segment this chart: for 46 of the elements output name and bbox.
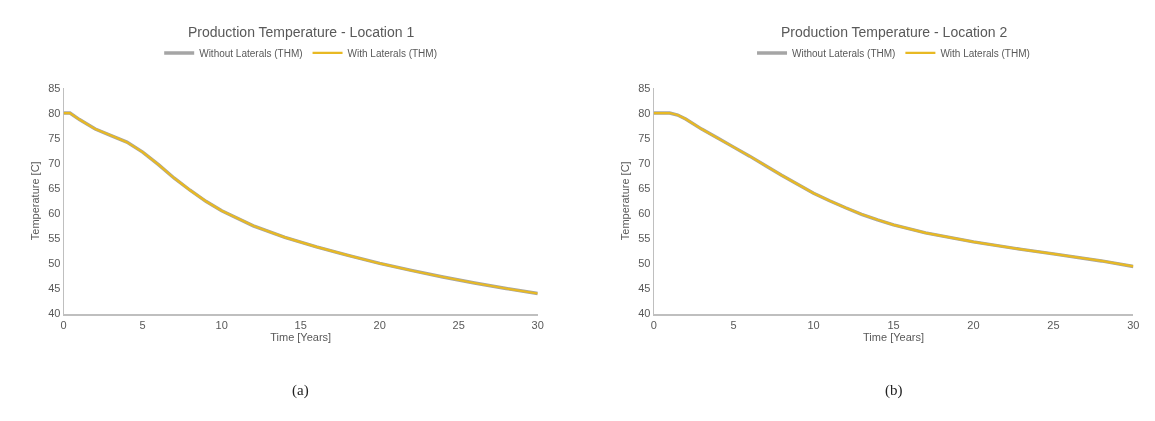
y-tick-label: 80	[638, 106, 651, 119]
x-tick-label: 10	[807, 318, 820, 331]
x-axis-title: Time [Years]	[863, 331, 924, 344]
y-tick-label: 60	[638, 207, 651, 220]
y-tick-label: 65	[638, 182, 651, 195]
x-tick-label: 30	[531, 318, 544, 331]
y-tick-label: 50	[48, 257, 61, 270]
text: (b)	[885, 382, 903, 399]
y-tick-label: 65	[48, 182, 61, 195]
legend-label: Without Laterals (THM)	[792, 47, 896, 59]
y-tick-label: 85	[48, 81, 61, 94]
legend-label: With Laterals (THM)	[347, 47, 438, 59]
y-tick-label: 75	[638, 131, 651, 144]
y-tick-label: 70	[48, 157, 61, 170]
y-axis-title: Temperature [C]	[618, 161, 631, 241]
y-axis-title: Temperature [C]	[28, 161, 41, 241]
y-tick-label: 45	[48, 282, 61, 295]
chart-title: Production Temperature - Location 2	[781, 24, 1008, 40]
chart-title: Production Temperature - Location 1	[188, 24, 415, 40]
y-tick-label: 60	[48, 207, 61, 220]
legend-label: With Laterals (THM)	[940, 47, 1030, 59]
y-tick-label: 75	[48, 131, 61, 144]
x-tick-label: 10	[215, 318, 228, 331]
x-tick-label: 20	[373, 318, 386, 331]
y-tick-label: 85	[638, 81, 651, 94]
y-tick-label: 70	[638, 157, 651, 170]
y-tick-label: 50	[638, 257, 651, 270]
x-tick-label: 15	[294, 318, 307, 331]
x-tick-label: 5	[730, 318, 737, 331]
x-tick-label: 5	[139, 318, 146, 331]
x-tick-label: 25	[1047, 318, 1060, 331]
x-tick-label: 0	[650, 318, 657, 331]
text: (a)	[292, 382, 309, 399]
x-tick-label: 15	[887, 318, 900, 331]
x-tick-label: 20	[967, 318, 980, 331]
x-tick-label: 30	[1127, 318, 1140, 331]
y-tick-label: 45	[638, 282, 651, 295]
x-tick-label: 25	[452, 318, 465, 331]
y-tick-label: 40	[638, 307, 651, 320]
y-tick-label: 55	[48, 232, 61, 245]
legend-label: Without Laterals (THM)	[199, 47, 303, 59]
y-tick-label: 40	[48, 307, 61, 320]
y-tick-label: 80	[48, 106, 61, 119]
x-tick-label: 0	[60, 318, 67, 331]
x-axis-title: Time [Years]	[270, 331, 332, 344]
y-tick-label: 55	[638, 232, 651, 245]
